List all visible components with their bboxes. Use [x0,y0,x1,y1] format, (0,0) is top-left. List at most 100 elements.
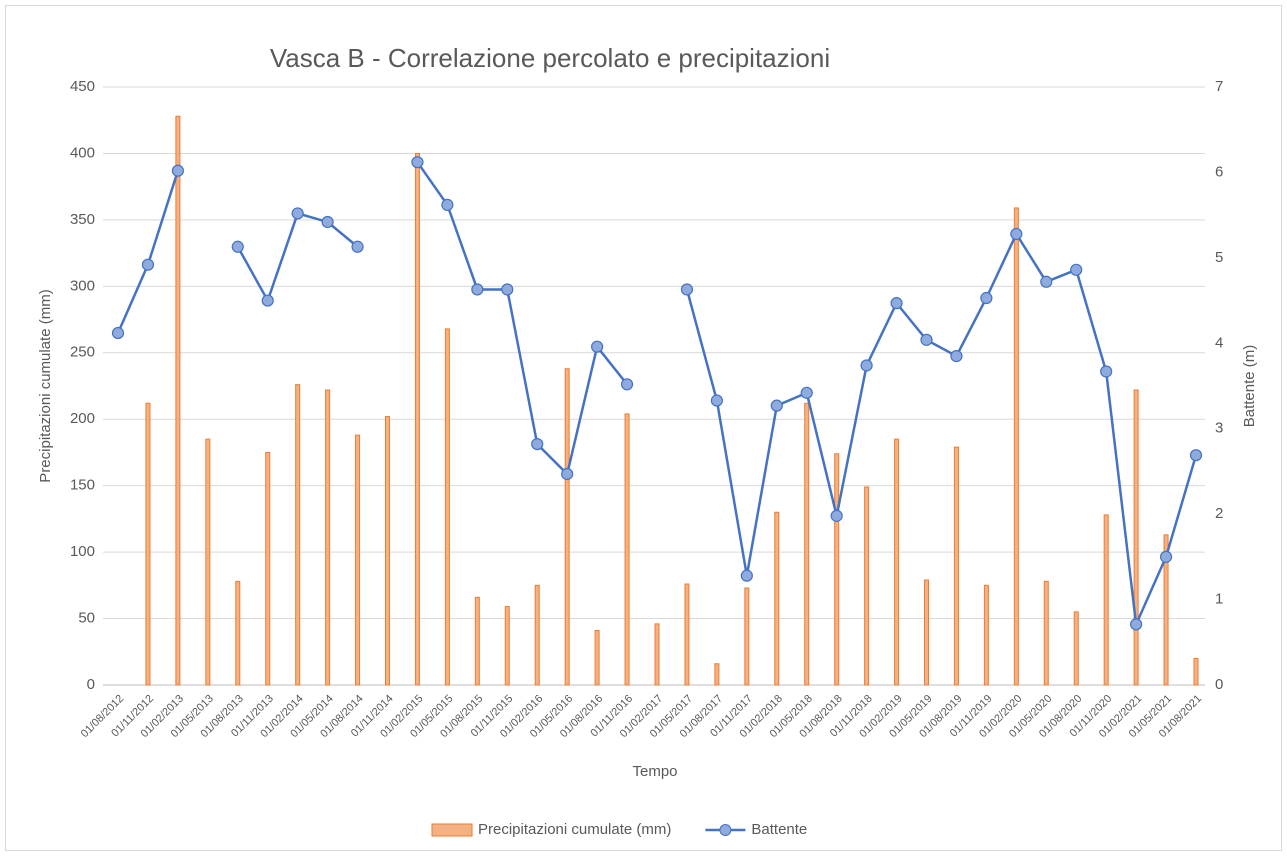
y-tick-label: 200 [70,410,95,427]
bar [355,434,361,686]
marker [531,437,544,451]
bar [235,580,241,686]
y-tick-label: 0 [87,676,95,693]
marker [171,164,184,177]
bar [1013,207,1019,686]
bar [684,583,690,686]
marker [1159,550,1173,563]
marker [321,215,334,229]
bar [744,587,750,686]
marker [231,240,244,253]
marker [800,386,813,399]
marker [890,297,903,310]
y2-tick-label: 1 [1215,591,1223,608]
chart-frame [5,5,1282,851]
y2-tick-label: 2 [1215,505,1223,522]
marker [1189,449,1203,462]
marker [680,283,694,296]
bar [594,630,600,686]
y2-tick-label: 3 [1215,420,1223,437]
y-axis-label: Precipitazioni cumulate (mm) [37,289,54,482]
marker [830,509,843,522]
y-tick-label: 50 [78,610,95,627]
legend-marker [719,824,732,836]
bar [624,413,630,686]
bar [834,453,840,686]
marker [770,399,783,412]
y-tick-label: 450 [70,78,95,95]
marker [710,394,723,407]
bar [295,384,301,686]
marker [501,283,514,296]
bar [714,663,720,686]
bar [385,416,390,686]
marker [1100,365,1113,378]
marker [620,378,634,391]
y2-tick-label: 6 [1215,163,1223,180]
bar [325,389,331,686]
line [685,231,1198,630]
legend-label: Precipitazioni cumulate (mm) [478,821,671,838]
bar [474,596,480,686]
y2-tick-label: 0 [1215,676,1223,693]
bar [774,511,780,686]
marker [441,198,454,211]
bar [175,115,181,686]
bar [1133,389,1139,686]
bar [414,152,420,686]
y-tick-label: 100 [70,543,95,560]
bar [444,328,450,686]
bar [1163,534,1169,686]
bar [1073,611,1079,686]
marker [860,359,873,372]
marker [291,207,304,220]
marker [1040,275,1053,288]
y-tick-label: 350 [70,211,95,228]
marker [740,569,753,582]
bar [265,451,271,686]
marker [1130,618,1143,631]
marker [111,326,125,340]
marker [980,291,993,305]
marker [261,294,274,307]
line [416,161,629,477]
bar [654,623,660,686]
legend-label: Battente [751,821,807,838]
marker [950,350,963,363]
bar [504,606,510,686]
bar [534,584,540,686]
chart-title: Vasca B - Correlazione percolato e preci… [270,43,830,73]
y-tick-label: 150 [70,477,95,494]
y2-tick-label: 4 [1215,334,1223,351]
marker [471,283,484,296]
marker [561,467,574,481]
bar [894,438,900,686]
y2-axis-label: Battente (m) [1241,345,1258,428]
marker [920,333,933,346]
y2-tick-label: 5 [1215,249,1223,266]
y2-tick-label: 7 [1215,78,1223,95]
marker [351,240,364,253]
x-axis-label: Tempo [632,763,677,780]
legend-swatch [431,823,473,837]
bar [1103,514,1109,686]
bar [1193,657,1199,686]
y-tick-label: 300 [70,277,95,294]
y-tick-label: 250 [70,344,95,361]
bar [864,486,870,686]
marker [411,156,424,169]
marker [1070,263,1083,276]
bar [804,402,810,686]
bar [564,368,570,686]
marker [141,258,155,271]
bar [983,584,989,686]
marker [1010,227,1023,241]
bar [924,579,929,686]
marker [591,340,604,353]
bar [145,402,151,686]
bar [205,438,211,686]
bar [953,446,959,686]
bar [1043,580,1049,686]
y-tick-label: 400 [70,144,95,161]
